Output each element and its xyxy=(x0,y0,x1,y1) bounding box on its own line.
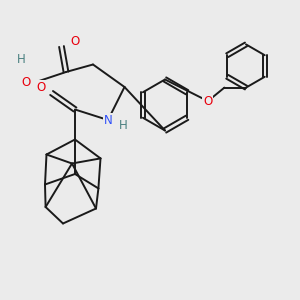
Text: O: O xyxy=(22,76,31,89)
Text: O: O xyxy=(203,94,212,108)
Text: H: H xyxy=(16,52,26,66)
Text: H: H xyxy=(118,119,127,132)
Text: O: O xyxy=(37,81,46,94)
Text: N: N xyxy=(103,113,112,127)
Text: O: O xyxy=(70,35,80,48)
